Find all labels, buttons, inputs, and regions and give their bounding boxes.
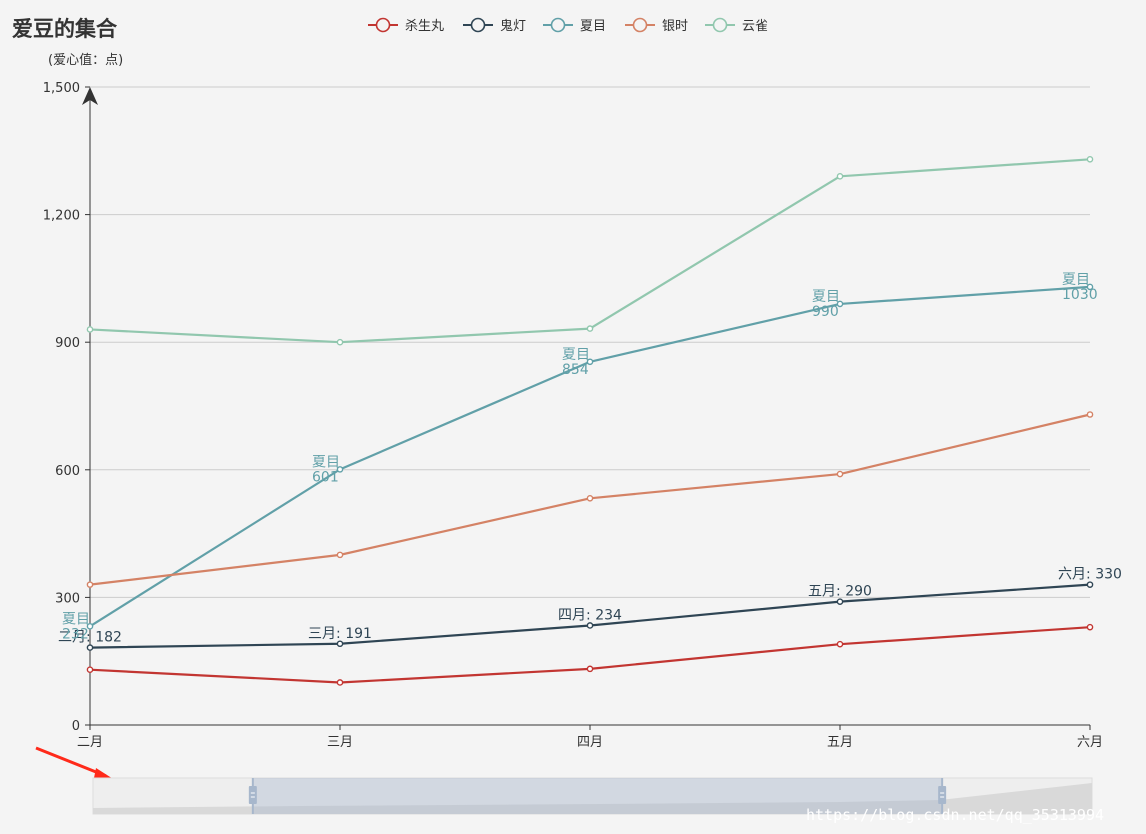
data-point[interactable]: [586, 325, 594, 332]
legend[interactable]: 杀生丸 鬼灯 夏目 银时 云雀: [368, 17, 768, 35]
legend-item[interactable]: 鬼灯: [463, 17, 526, 34]
legend-label: 夏目: [580, 19, 606, 34]
data-point[interactable]: [1086, 156, 1094, 163]
legend-item[interactable]: 杀生丸: [368, 17, 444, 35]
data-label-name: 夏目: [1062, 272, 1090, 288]
data-label: 三月: 191: [308, 626, 372, 642]
data-label: 六月: 330: [1058, 567, 1122, 583]
data-point[interactable]: [836, 300, 844, 308]
handle-grip[interactable]: [938, 786, 947, 804]
series-layer: [86, 156, 1094, 686]
data-label: 五月: 290: [808, 584, 872, 600]
x-tick-label: 二月: [77, 735, 103, 750]
x-tick-label: 三月: [327, 735, 353, 750]
chart-title: 爱豆的集合: [12, 17, 118, 41]
data-point[interactable]: [836, 598, 844, 605]
data-label-name: 夏目: [562, 347, 590, 363]
data-point[interactable]: [86, 326, 94, 333]
legend-marker: [712, 17, 728, 33]
data-point[interactable]: [586, 358, 594, 366]
data-label-value: 232: [62, 626, 89, 642]
data-label-name: 夏目: [62, 611, 90, 627]
legend-item[interactable]: 银时: [625, 17, 688, 35]
y-tick-label: 900: [55, 336, 80, 351]
datazoom-slider[interactable]: [92, 777, 1093, 815]
datazoom-handle-left[interactable]: [248, 778, 257, 814]
x-tick-label: 六月: [1077, 735, 1103, 750]
datazoom-preview: [93, 783, 1092, 814]
legend-marker: [632, 17, 648, 33]
axes: 0 300 600 900 1,200 1,500 二月 三月 四月 五月 六月: [43, 81, 1103, 750]
y-tick-label: 1,500: [43, 81, 80, 96]
legend-item[interactable]: 云雀: [705, 17, 768, 35]
handle-grip[interactable]: [248, 786, 257, 804]
data-point[interactable]: [1086, 623, 1094, 631]
legend-label: 云雀: [742, 19, 768, 34]
data-point[interactable]: [336, 640, 344, 648]
data-point[interactable]: [336, 466, 344, 473]
data-point[interactable]: [86, 666, 94, 674]
data-point[interactable]: [86, 644, 94, 651]
data-label-value: 1030: [1062, 287, 1098, 303]
y-tick-label: 1,200: [43, 209, 80, 224]
x-tick-label: 五月: [827, 735, 853, 750]
data-point[interactable]: [1086, 411, 1094, 418]
data-point[interactable]: [836, 173, 844, 180]
legend-item[interactable]: 夏目: [543, 17, 606, 35]
data-point[interactable]: [86, 581, 94, 588]
y-tick-label: 300: [55, 591, 80, 606]
data-point[interactable]: [1086, 581, 1094, 588]
datazoom-window[interactable]: [252, 778, 943, 814]
series-line: [89, 158, 1091, 344]
grid: [90, 86, 1090, 598]
data-label: 二月: 182: [58, 630, 122, 646]
data-point[interactable]: [336, 551, 344, 559]
data-point[interactable]: [586, 665, 594, 673]
legend-label: 鬼灯: [500, 18, 526, 34]
data-point[interactable]: [586, 622, 594, 629]
legend-marker: [375, 17, 391, 33]
data-point[interactable]: [836, 640, 844, 648]
y-tick-label: 0: [72, 719, 80, 734]
data-point[interactable]: [586, 494, 594, 502]
data-label-name: 夏目: [812, 289, 840, 305]
data-point[interactable]: [1086, 283, 1094, 291]
y-tick-label: 600: [55, 464, 80, 479]
legend-marker: [470, 17, 486, 33]
data-label-name: 夏目: [312, 454, 340, 470]
legend-label: 银时: [662, 19, 688, 34]
data-label: 四月: 234: [558, 607, 622, 623]
data-point[interactable]: [836, 470, 844, 478]
legend-marker: [550, 17, 566, 33]
data-label-value: 854: [562, 362, 589, 378]
data-point[interactable]: [336, 679, 344, 686]
data-label-value: 601: [312, 469, 339, 485]
data-label-value: 990: [812, 304, 839, 320]
data-point[interactable]: [86, 623, 94, 630]
watermark: https://blog.csdn.net/qq_35313994: [806, 806, 1104, 824]
y-axis-arrow: [82, 87, 98, 105]
data-point[interactable]: [336, 338, 344, 346]
series-line: [89, 626, 1091, 684]
legend-label: 杀生丸: [405, 19, 444, 34]
datazoom-handle-right[interactable]: [938, 778, 947, 814]
y-axis-unit: (爱心值：点): [48, 52, 123, 68]
x-tick-label: 四月: [577, 735, 603, 750]
